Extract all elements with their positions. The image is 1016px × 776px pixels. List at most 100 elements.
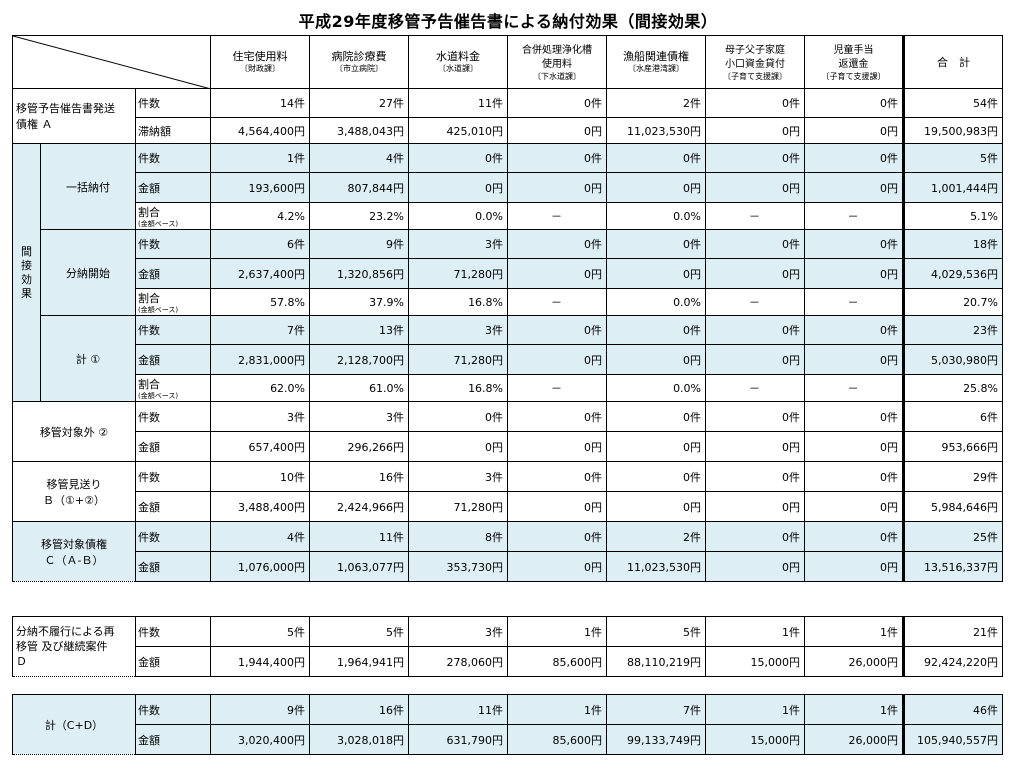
value-cell: 26,000円 [804, 646, 904, 677]
value-cell: 71,280円 [408, 258, 509, 289]
row-cd-amount: 金額 3,020,400円 3,028,018円 631,790円 85,600円 99,… [13, 724, 1003, 755]
group-label-line: 計（C+D） [44, 718, 104, 732]
value-cell: 1件 [210, 143, 311, 173]
value-cell: 953,666円 [902, 431, 1004, 462]
row-label-text: 件数 [138, 530, 160, 544]
value-cell: 0円 [705, 491, 806, 522]
row-label-text: 金額 [138, 267, 160, 281]
value-cell: 0件 [705, 461, 806, 492]
value-cell: 1,076,000円 [210, 551, 311, 582]
column-header-dept: 〔下水道課〕 [533, 71, 582, 81]
value-cell: 0円 [804, 172, 905, 203]
value-cell: 1,063,077円 [309, 551, 410, 582]
value-cell: 4件 [309, 143, 410, 173]
value-cell: 85,600円 [507, 646, 607, 677]
column-header-line2: 返還金 [838, 58, 869, 70]
row-label: 割合 (金額ベース) [134, 288, 212, 316]
value-cell: 25件 [902, 521, 1004, 552]
value-cell: 0件 [705, 143, 806, 173]
value-cell: 85,600円 [507, 724, 607, 755]
value-cell: 0円 [507, 551, 608, 582]
vertical-char: 間 [21, 244, 32, 258]
row-label: 件数 [134, 315, 212, 345]
value-cell: 0円 [804, 431, 905, 462]
value-cell: 0件 [705, 521, 806, 552]
row-d-count: 分納不履行による再 移管 及び継続案件 Ｄ 件数 5件 5件 3件 1件 5件 1件 1件 21件 [12, 616, 1003, 677]
vertical-char: 接 [21, 258, 32, 272]
value-cell: 5件 [606, 616, 706, 647]
value-cell: 296,266円 [309, 431, 410, 462]
row-label: 割合 (金額ベース) [134, 374, 212, 402]
value-cell: 0件 [408, 143, 509, 173]
value-cell: 2件 [606, 521, 707, 552]
value-cell: 25.8% [902, 374, 1004, 402]
column-header: 母子父子家庭 小口資金貸付 〔子育て支援課〕 [705, 35, 806, 89]
row-excl-amount: 金額 657,400円 296,266円 0円 0円 0円 0円 0円 953,666円 [13, 431, 1004, 462]
value-cell: 1,964,941円 [309, 646, 409, 677]
section-a-label: 移管予告催告書発送 債権 Ａ [12, 88, 136, 144]
corner-diagonal [13, 36, 208, 88]
row-label-text: 割合 [138, 205, 160, 219]
row-lump-amount: 金額 193,600円 807,844円 0円 0円 0円 0円 0円 1,001,444円 [13, 172, 1004, 203]
group-label-line: 移管対象債権 [41, 537, 107, 551]
value-cell: － [507, 374, 608, 402]
value-cell: 0件 [606, 229, 707, 259]
value-cell: 11件 [408, 694, 508, 725]
value-cell: － [804, 374, 905, 402]
value-cell: 7件 [210, 315, 311, 345]
value-cell: 71,280円 [408, 344, 509, 375]
value-cell: 0円 [606, 258, 707, 289]
C-label: 移管対象債権 Ｃ（Ａ-Ｂ） [12, 521, 136, 582]
value-cell: 1件 [804, 694, 904, 725]
row-cd-count: 計（C+D） 件数 9件 16件 11件 1件 7件 1件 1件 46件 [12, 694, 1003, 755]
value-cell: 3件 [408, 229, 509, 259]
value-cell: 0円 [507, 117, 608, 144]
value-cell: 5.1% [902, 202, 1004, 230]
value-cell: 2,831,000円 [210, 344, 311, 375]
value-cell: 0件 [606, 143, 707, 173]
value-cell: 3件 [408, 616, 508, 647]
value-cell: 13,516,337円 [902, 551, 1004, 582]
row-label: 件数 [134, 229, 212, 259]
row-label: 件数 [134, 401, 212, 432]
row-label-text: 金額 [138, 181, 160, 195]
value-cell: 16件 [309, 461, 410, 492]
value-cell: 3,028,018円 [309, 724, 409, 755]
value-cell: 5件 [309, 616, 409, 647]
value-cell: 0円 [804, 551, 905, 582]
value-cell: 4,029,536円 [902, 258, 1004, 289]
group-label-line: 移管 及び継続案件 [16, 640, 108, 653]
value-cell: 9件 [309, 229, 410, 259]
value-cell: 353,730円 [408, 551, 509, 582]
value-cell: 0円 [705, 258, 806, 289]
value-cell: 4,564,400円 [210, 117, 311, 144]
row-label-sub: (金額ベース) [138, 305, 179, 314]
value-cell: 0円 [705, 117, 806, 144]
value-cell: 0円 [705, 431, 806, 462]
value-cell: 0円 [606, 491, 707, 522]
group-label-line: 分納開始 [66, 266, 110, 280]
value-cell: 1件 [705, 694, 805, 725]
value-cell: 1,320,856円 [309, 258, 410, 289]
value-cell: 7件 [606, 694, 706, 725]
value-cell: 807,844円 [309, 172, 410, 203]
install-label: 分納開始 [40, 229, 136, 316]
row-install-ratio: 割合 (金額ベース) 57.8% 37.9% 16.8% － 0.0% －－ 20.7% [13, 288, 1004, 316]
row-label: 金額 [134, 172, 212, 203]
column-header-line2: 使用料 [542, 58, 573, 70]
value-cell: 0円 [507, 431, 608, 462]
value-cell: 0円 [705, 344, 806, 375]
row-label-text: 金額 [138, 500, 160, 514]
row-label-text: 件数 [138, 625, 160, 639]
value-cell: 18件 [902, 229, 1004, 259]
lump-label: 一括納付 [40, 143, 136, 230]
value-cell: 3,488,043円 [309, 117, 410, 144]
row-label: 金額 [134, 258, 212, 289]
row-label-sub: (金額ベース) [138, 219, 179, 228]
column-header: 病院診療費 〔市立病院〕 [309, 35, 410, 89]
value-cell: 11,023,530円 [606, 551, 707, 582]
page-title: 平成29年度移管予告催告書による納付効果（間接効果） [298, 12, 718, 31]
row-sum1-count: 計 ① 件数 7件 13件 3件 0件 0件 0件 0件 23件 [13, 315, 1004, 402]
value-cell: 0円 [606, 431, 707, 462]
